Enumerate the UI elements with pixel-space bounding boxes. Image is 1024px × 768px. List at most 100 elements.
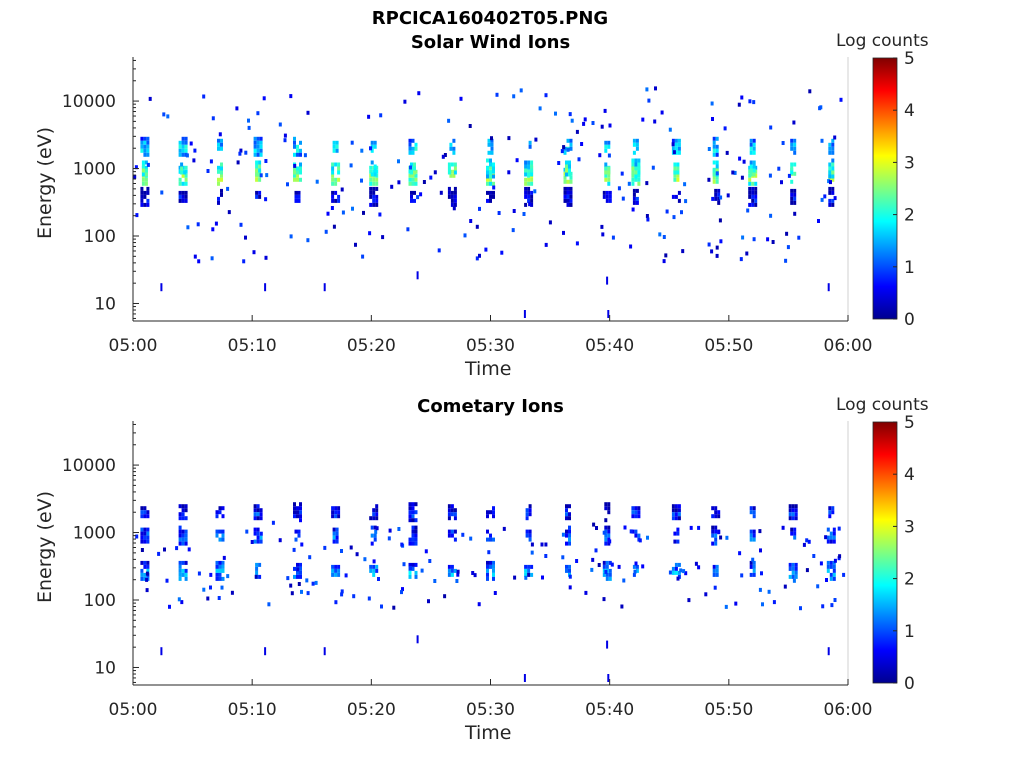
data-cell [293, 163, 297, 168]
data-cell [215, 560, 219, 565]
data-cell [631, 207, 635, 212]
data-cell [632, 572, 636, 577]
data-cell [486, 572, 489, 577]
data-cell [604, 177, 608, 182]
data-cell [697, 565, 701, 570]
data-cell [335, 144, 339, 149]
data-cell [820, 138, 824, 143]
data-cell [408, 506, 412, 511]
data-cell [830, 603, 834, 608]
data-cell [413, 170, 416, 175]
data-cell [486, 170, 489, 175]
data-cell [296, 567, 300, 572]
data-cell [645, 87, 649, 92]
data-cell [714, 533, 718, 538]
data-cell [178, 140, 182, 145]
data-cell [387, 536, 391, 541]
data-cell [146, 568, 150, 573]
data-cell [711, 533, 715, 538]
data-cell [707, 177, 711, 182]
data-cell [489, 510, 492, 515]
data-cell [489, 560, 492, 565]
data-cell [299, 166, 302, 171]
data-cell [146, 202, 150, 207]
data-cell [740, 573, 744, 578]
data-cell [749, 160, 753, 165]
data-cell [337, 170, 341, 175]
data-cell [785, 231, 789, 236]
data-cell [752, 506, 756, 511]
data-cell [335, 531, 339, 536]
data-cell [602, 597, 606, 602]
data-cell [215, 533, 219, 538]
data-cell [632, 142, 636, 147]
data-cell [140, 531, 144, 536]
data-cell [715, 160, 719, 165]
data-cell [731, 170, 735, 175]
data-cell [565, 504, 568, 509]
data-cell [375, 568, 379, 573]
data-cell [607, 173, 611, 178]
data-cell [760, 571, 763, 576]
data-cell [453, 194, 457, 199]
data-cell [452, 206, 456, 211]
data-cell [180, 600, 184, 605]
data-cell [258, 164, 262, 169]
data-cell [749, 168, 753, 173]
data-cell [568, 585, 572, 590]
data-cell [512, 209, 516, 213]
data-cell [833, 558, 837, 563]
data-cell [181, 140, 185, 145]
data-cell [221, 568, 225, 573]
data-cell [300, 542, 304, 547]
data-cell [184, 165, 188, 170]
data-cell [217, 196, 220, 201]
data-cell [450, 508, 454, 513]
data-cell [428, 559, 432, 563]
data-cell [489, 162, 492, 167]
data-cell [218, 529, 222, 534]
data-cell [528, 537, 532, 542]
data-cell [253, 527, 257, 532]
data-cell [568, 529, 571, 534]
data-cell [453, 198, 457, 203]
data-cell [740, 95, 744, 100]
data-cell [677, 562, 681, 567]
data-cell [372, 568, 376, 573]
data-cell [178, 198, 182, 203]
data-cell [780, 180, 783, 185]
data-cell [528, 504, 532, 509]
data-cell [605, 194, 609, 199]
data-cell [788, 562, 792, 567]
data-cell [456, 572, 460, 577]
data-cell [566, 202, 570, 207]
data-cell [828, 186, 832, 191]
data-cell [296, 506, 299, 511]
data-cell [637, 162, 641, 167]
data-cell [299, 152, 302, 157]
data-cell [791, 566, 795, 571]
data-cell [253, 140, 257, 145]
data-cell [193, 148, 197, 153]
data-cell [143, 514, 147, 519]
data-cell [827, 283, 830, 292]
data-cell [677, 198, 681, 203]
data-cell [181, 560, 185, 565]
data-cell [492, 537, 495, 542]
data-cell [781, 141, 785, 145]
data-cell [635, 196, 639, 201]
data-cell [568, 541, 571, 546]
data-cell [635, 138, 639, 143]
data-cell [634, 166, 638, 171]
data-cell [676, 177, 680, 182]
data-cell [443, 153, 447, 157]
y-tick-label: 10 [94, 658, 116, 678]
data-cell [145, 588, 149, 593]
data-cell [408, 510, 412, 515]
data-cell [163, 547, 166, 552]
data-cell [680, 210, 683, 215]
data-cell [447, 170, 451, 175]
data-cell [255, 562, 259, 567]
data-cell [181, 198, 185, 203]
data-cell [767, 589, 771, 594]
